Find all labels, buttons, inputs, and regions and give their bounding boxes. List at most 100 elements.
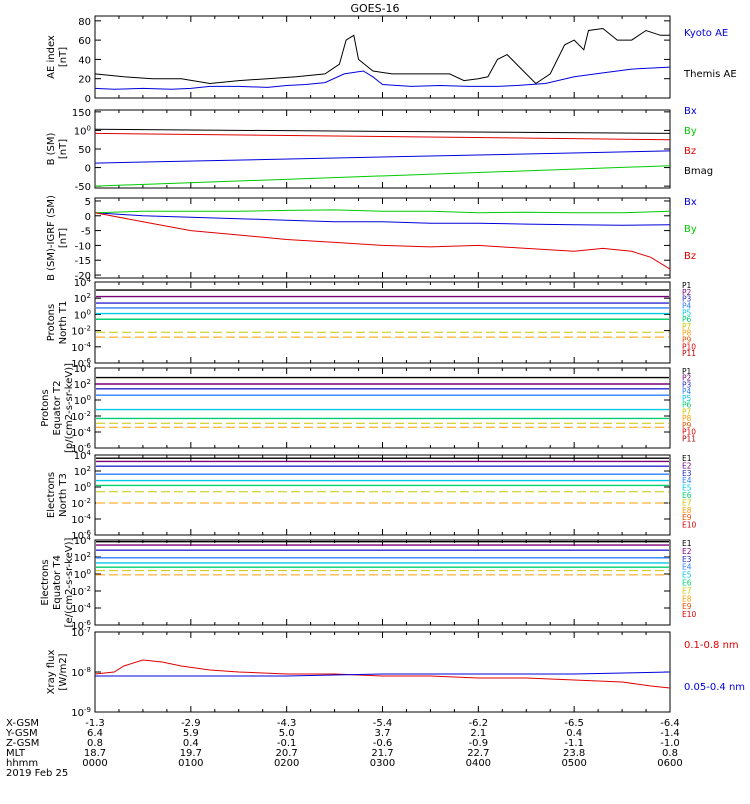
channel-label: P6 — [682, 315, 692, 324]
series-line-bz — [94, 212, 671, 270]
series-line-0.1-0.8-nm — [94, 659, 671, 689]
series-line-themis-ae — [94, 27, 670, 85]
y-tick-label: -5 — [81, 227, 91, 238]
y-tick-label: 102 — [74, 378, 91, 391]
y-tick-label: 10-8 — [71, 666, 91, 679]
y-axis-label: B (SM)[nT] — [46, 132, 69, 165]
y-tick-label: 150 — [72, 108, 91, 119]
channel-label: E1 — [682, 539, 692, 548]
row-value: -1.0 — [660, 738, 680, 749]
y-tick-label: 10-4 — [71, 341, 91, 354]
row-label: Y-GSM — [5, 728, 38, 739]
channel-label: P1 — [682, 367, 692, 376]
row-value: 0.4 — [566, 728, 582, 739]
panel-b: -50 0 50 100 150 B (SM)[nT] Bx By Bz Bmag — [46, 106, 713, 193]
channel-label: E9 — [682, 602, 692, 611]
y-axis-label: B (SM)-IGRF (SM)[nT] — [46, 195, 69, 281]
channel-label: E8 — [682, 506, 692, 515]
channel-label: P8 — [682, 414, 692, 423]
y-tick-label: 10-4 — [71, 513, 91, 526]
channel-label: E3 — [682, 469, 692, 478]
channel-label: P9 — [682, 421, 692, 430]
row-value: 0.4 — [183, 738, 199, 749]
row-label: Z-GSM — [6, 738, 39, 749]
row-value: 18.7 — [84, 748, 106, 759]
row-value: -6.5 — [564, 718, 584, 729]
channel-label: P2 — [682, 288, 692, 297]
channel-label: E8 — [682, 594, 692, 603]
channel-label: P3 — [682, 295, 692, 304]
series-line-kyoto-ae — [94, 66, 671, 90]
row-label: X-GSM — [6, 718, 39, 729]
y-tick-label: 104 — [74, 449, 92, 462]
row-value: -0.6 — [373, 738, 393, 749]
y-tick-label: 102 — [74, 551, 91, 564]
row-value: 0500 — [561, 758, 586, 769]
y-tick-label: 60 — [78, 36, 91, 47]
channel-label: E1 — [682, 454, 692, 463]
channel-label: P10 — [682, 428, 696, 437]
y-tick-label: 5 — [85, 197, 91, 208]
y-tick-label: 10-2 — [71, 497, 91, 510]
row-value: 0.8 — [662, 748, 678, 759]
y-tick-label: 0 — [85, 94, 91, 105]
channel-label: E9 — [682, 513, 692, 522]
channel-label: P6 — [682, 401, 692, 410]
y-axis-label: Xray flux[W/m2] — [46, 650, 69, 695]
series-line-by — [94, 209, 671, 214]
plot-title: GOES-16 — [350, 2, 399, 15]
row-value: -1.4 — [660, 728, 680, 739]
legend-label: By — [684, 126, 697, 137]
panel-frame — [94, 197, 671, 279]
row-value: 0400 — [466, 758, 491, 769]
row-value: 0600 — [657, 758, 682, 769]
y-tick-label: 20 — [78, 75, 91, 86]
y-axis-label: ProtonsNorth T1 — [46, 301, 69, 345]
y-tick-label: 100 — [74, 568, 91, 581]
legend-label: Bz — [684, 146, 696, 157]
row-value: -6.2 — [469, 718, 489, 729]
row-value: 3.7 — [375, 728, 391, 739]
channel-label: P8 — [682, 329, 692, 338]
row-value: 5.0 — [279, 728, 295, 739]
panel-frame — [94, 539, 671, 626]
channel-label: E2 — [682, 461, 692, 470]
channel-label: P3 — [682, 380, 692, 389]
row-value: 0300 — [370, 758, 395, 769]
channel-label: E6 — [682, 579, 692, 588]
panel-frame — [94, 454, 671, 536]
channel-label: P5 — [682, 394, 692, 403]
row-value: -4.3 — [277, 718, 297, 729]
row-value: -6.4 — [660, 718, 680, 729]
series-line-bx — [94, 212, 671, 226]
row-value: -0.9 — [469, 738, 489, 749]
y-tick-label: 80 — [78, 17, 91, 28]
channel-label: E10 — [682, 521, 697, 530]
y-tick-label: 104 — [74, 362, 92, 375]
channel-label: E6 — [682, 491, 692, 500]
y-tick-label: 104 — [74, 534, 92, 547]
y-tick-label: 100 — [74, 124, 91, 137]
row-value: 0.8 — [87, 738, 103, 749]
row-label: MLT — [6, 748, 26, 759]
row-value: 20.7 — [276, 748, 298, 759]
y-tick-label: -15 — [75, 256, 91, 267]
row-value: -5.4 — [373, 718, 393, 729]
y-tick-label: 10-2 — [71, 325, 91, 338]
panel-frame — [94, 15, 671, 99]
row-value: 0000 — [82, 758, 107, 769]
y-tick-label: 0 — [85, 212, 91, 223]
y-tick-label: 102 — [74, 465, 91, 478]
row-value: -0.1 — [277, 738, 297, 749]
channel-label: P1 — [682, 281, 692, 290]
series-line-bx — [94, 150, 671, 164]
channel-label: P2 — [682, 374, 692, 383]
channel-label: E5 — [682, 484, 692, 493]
row-label: hhmm — [6, 758, 38, 769]
y-tick-label: 10-7 — [71, 626, 91, 639]
y-tick-label: -20 — [75, 271, 91, 282]
channel-label: P4 — [682, 301, 692, 310]
